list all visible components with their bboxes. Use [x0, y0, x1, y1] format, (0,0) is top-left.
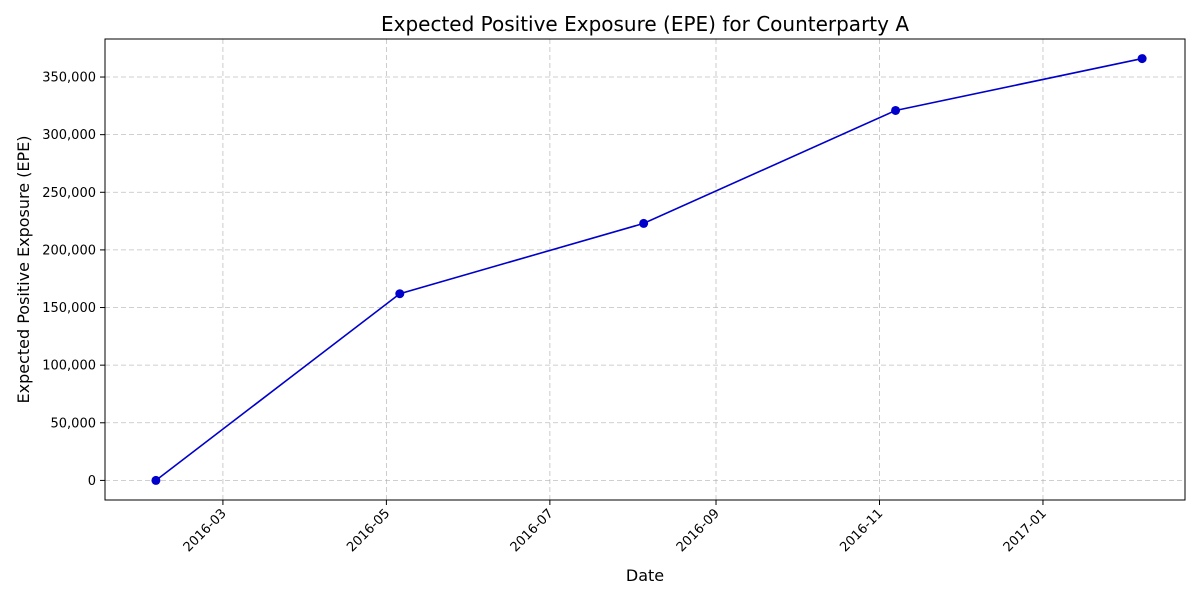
x-axis: 2016-03 2016-05 2016-07 2016-09 2016-11 2017-… — [181, 500, 1050, 555]
x-tick-label: 2016-03 — [181, 506, 230, 555]
chart-title: Expected Positive Exposure (EPE) for Cou… — [381, 12, 909, 36]
series-line — [155, 57, 1143, 482]
y-tick-label: 350,000 — [42, 71, 96, 86]
grid — [105, 39, 1185, 500]
y-axis: 0 50,000 100,000 150,000 200,000 250,000 300,0… — [42, 71, 105, 489]
y-axis-label: Expected Positive Exposure (EPE) — [14, 135, 33, 403]
data-point — [1137, 54, 1147, 64]
data-point — [891, 105, 901, 115]
data-point — [639, 218, 649, 228]
y-tick-label: 250,000 — [42, 186, 96, 201]
plot-frame — [104, 38, 1186, 501]
y-tick-label: 200,000 — [42, 243, 96, 258]
data-point — [395, 289, 405, 299]
y-tick-label: 300,000 — [42, 128, 96, 143]
series-layer — [151, 54, 1147, 485]
x-tick-label: 2016-09 — [674, 506, 723, 555]
x-tick-label: 2017-01 — [1001, 506, 1050, 555]
data-point — [151, 475, 161, 485]
y-tick-label: 0 — [88, 474, 96, 489]
x-tick-label: 2016-05 — [344, 506, 393, 555]
y-tick-label: 100,000 — [42, 359, 96, 374]
x-axis-label: Date — [626, 566, 664, 585]
x-tick-label: 2016-07 — [508, 506, 557, 555]
x-tick-label: 2016-11 — [837, 506, 886, 555]
y-tick-label: 50,000 — [51, 416, 97, 431]
y-tick-label: 150,000 — [42, 301, 96, 316]
